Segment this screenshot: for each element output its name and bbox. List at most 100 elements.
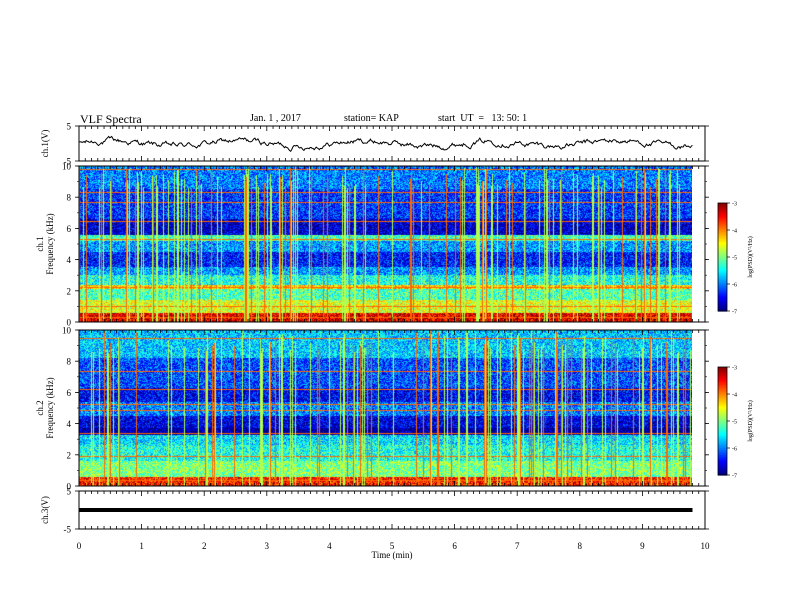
colorbar-cell [718, 439, 727, 442]
colorbar-cell [718, 251, 727, 254]
date-label: Jan. 1 , 2017 [250, 113, 301, 124]
colorbar-cell [718, 466, 727, 469]
colorbar-cell [718, 374, 727, 377]
colorbar-cell [718, 419, 727, 422]
colorbar-cell [718, 449, 727, 453]
y-tick-label: 10 [62, 326, 72, 336]
x-tick-label: 6 [452, 541, 457, 551]
colorbar-cell [718, 367, 727, 370]
colorbar-tick-label: -6 [732, 447, 737, 453]
colorbar-cell [718, 392, 727, 395]
colorbar-cell [718, 237, 727, 240]
colorbar-cell [718, 226, 727, 229]
colorbar-cell [718, 230, 727, 233]
x-tick-label: 10 [701, 541, 711, 551]
colorbar-cell [718, 377, 727, 381]
colorbar-cell [718, 458, 727, 462]
colorbar-cell [718, 246, 727, 249]
colorbar-tick-label: -5 [732, 420, 737, 426]
colorbar-cell [718, 412, 727, 415]
colorbar-cell [718, 403, 727, 406]
colorbar-cell [718, 206, 727, 209]
y-tick-label: 6 [67, 388, 72, 398]
colorbar-cell [718, 282, 727, 285]
y-axis-label: ch.3(V) [40, 496, 50, 524]
colorbar-cell [718, 266, 727, 269]
colorbar-cell [718, 208, 727, 211]
colorbar-cell [718, 444, 727, 447]
colorbar-cell [718, 462, 727, 465]
x-tick-label: 3 [265, 541, 270, 551]
colorbar-cell [718, 221, 727, 224]
colorbar-cell [718, 388, 727, 391]
colorbar-cell [718, 397, 727, 400]
colorbar-cell [718, 300, 727, 303]
x-tick-label: 7 [515, 541, 520, 551]
colorbar-tick-label: -7 [732, 310, 737, 316]
colorbar-cell [718, 453, 727, 456]
colorbar-cell [718, 289, 727, 292]
y-tick-label: 5 [67, 122, 72, 132]
colorbar-cell [718, 435, 727, 438]
colorbar-cell [718, 280, 727, 283]
colorbar-tick-label: -5 [732, 256, 737, 262]
colorbar-cell [718, 372, 727, 375]
colorbar-cell [718, 413, 727, 417]
colorbar-cell [718, 395, 727, 399]
x-tick-label: 5 [390, 541, 395, 551]
colorbar-cell [718, 428, 727, 431]
spectrogram-ch2_spectrogram [79, 330, 692, 486]
colorbar-cell [718, 457, 727, 460]
colorbar-cell [718, 386, 727, 390]
start-time-label: start UT = 13: 50: 1 [438, 113, 528, 124]
colorbar-tick-label: -3 [732, 366, 737, 372]
colorbar-cell [718, 212, 727, 215]
colorbar-cell [718, 399, 727, 402]
y-tick-label: 4 [67, 255, 72, 265]
colorbar-cell [718, 417, 727, 420]
y-axis-label: Frequency (kHz) [45, 377, 55, 438]
colorbar-cell [718, 294, 727, 298]
colorbar-cell [718, 296, 727, 299]
y-axis-label: ch.1 [35, 236, 45, 251]
colorbar-cell [718, 442, 727, 445]
y-tick-label: 10 [62, 162, 72, 172]
colorbar-tick-label: -7 [732, 474, 737, 480]
colorbar-cell [718, 293, 727, 296]
y-tick-label: 2 [67, 450, 72, 460]
colorbar-cell [718, 385, 727, 388]
colorbar-cell [718, 469, 727, 472]
y-tick-label: 5 [67, 487, 72, 497]
x-tick-label: 1 [139, 541, 144, 551]
colorbar-cell [718, 460, 727, 463]
colorbar-cell [718, 275, 727, 278]
colorbar-cell [718, 390, 727, 393]
colorbar-cell [718, 394, 727, 397]
colorbar-cell [718, 215, 727, 218]
colorbar-cell [718, 379, 727, 382]
colorbar-cell [718, 305, 727, 308]
colorbar-cell [718, 203, 727, 206]
colorbar-cell [718, 271, 727, 274]
colorbar-tick-label: -4 [732, 393, 737, 399]
y-tick-label: 6 [67, 224, 72, 234]
y-tick-label: 2 [67, 286, 72, 296]
colorbar-cell [718, 302, 727, 305]
colorbar-tick-label: -3 [732, 202, 737, 208]
y-axis-label: ch.1(V) [40, 130, 50, 158]
trace-ch1_voltage [78, 135, 693, 153]
colorbar-cell [718, 307, 727, 310]
x-tick-label: 2 [202, 541, 207, 551]
colorbar-cell [718, 446, 727, 449]
colorbar-cell [718, 249, 727, 253]
colorbar-cell [718, 284, 727, 287]
colorbar-cell [718, 210, 727, 213]
figure-title: VLF Spectra [80, 112, 142, 126]
colorbar-cell [718, 278, 727, 281]
colorbar-cell [718, 473, 727, 476]
colorbar-cell [718, 217, 727, 220]
colorbar-cell [718, 455, 727, 458]
colorbar-tick-label: -6 [732, 283, 737, 289]
colorbar-cell [718, 370, 727, 373]
